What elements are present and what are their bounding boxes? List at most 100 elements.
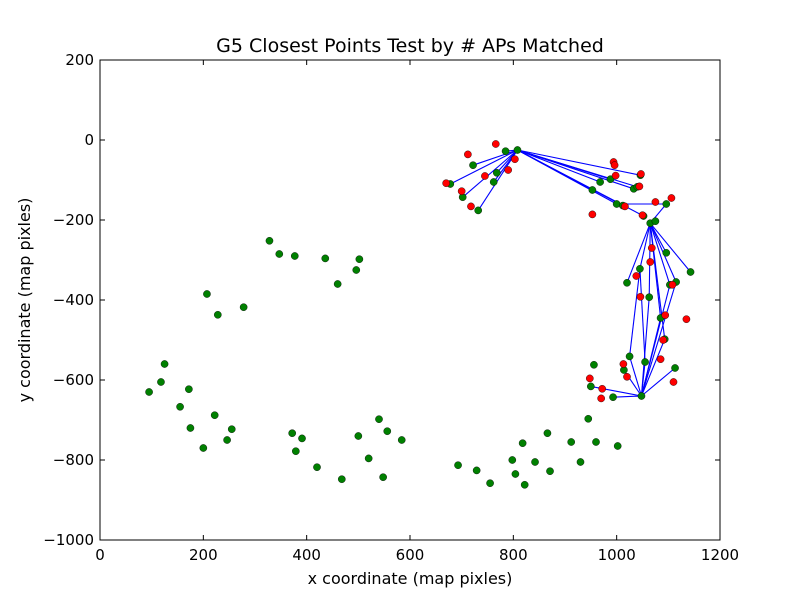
green-point [298,434,306,443]
green-point [609,393,617,402]
green-point [686,268,695,276]
match-line [626,223,651,283]
x-tick-label: 1200 [701,546,739,564]
green-point [651,217,660,225]
match-line [640,281,677,397]
data-points [145,140,695,489]
green-point [354,432,363,440]
green-point [606,175,615,183]
red-point [586,374,594,383]
y-tick-label: 0 [84,131,94,149]
match-line [641,367,676,397]
match-line [640,338,666,397]
match-line [517,149,641,176]
green-point [613,442,622,450]
green-point [623,278,631,287]
green-point [176,402,184,411]
red-point [656,355,665,364]
y-tick-label: −200 [53,211,94,229]
match-line [639,223,651,269]
green-point [379,473,387,482]
y-tick-label: −1000 [43,531,94,549]
x-tick-label: 800 [499,546,528,564]
green-point [275,250,284,258]
red-point [504,166,512,174]
green-point [472,466,481,475]
red-point [659,336,667,344]
match-line [613,395,642,398]
match-line [517,149,638,188]
green-point [518,439,527,448]
green-point [546,467,554,476]
y-tick-label: 200 [65,51,94,69]
green-point [543,429,552,438]
y-tick-label: −600 [53,371,94,389]
chart-title: G5 Closest Points Test by # APs Matched [216,35,604,57]
red-point [464,150,472,159]
match-line [477,149,518,211]
green-point [469,161,477,169]
green-point [186,424,195,432]
red-point [588,210,597,219]
green-point [596,178,604,186]
green-point [520,480,529,489]
green-point [641,358,649,366]
green-point [355,255,364,264]
match-line [649,222,691,273]
green-point [662,200,671,208]
match-line [629,356,642,397]
green-point [157,378,165,386]
green-point [185,385,193,394]
red-point [667,194,676,202]
green-point [567,438,576,446]
green-point [223,436,231,444]
red-point [623,372,631,381]
green-point [662,248,671,257]
green-point [213,310,222,319]
green-point [584,414,593,423]
x-tick-label: 1000 [598,546,636,564]
red-point [457,187,466,195]
green-point [333,280,342,288]
green-point [397,436,406,444]
green-point [489,178,498,186]
green-point [587,382,595,391]
y-tick-label: −400 [53,291,94,309]
x-axis: 0 200 400 600 800 1000 1200 [95,60,739,564]
match-line [640,317,662,397]
red-point [638,211,647,219]
red-point [637,170,645,178]
green-point [290,252,299,260]
red-point [611,171,620,180]
green-point [292,447,300,456]
x-tick-label: 600 [396,546,425,564]
green-point [352,266,361,274]
green-point [203,290,211,298]
red-point [491,140,500,148]
green-point [265,236,274,245]
green-point [513,146,522,154]
y-tick-label: −800 [53,451,94,469]
red-point [511,155,519,163]
x-axis-label: x coordinate (map pixles) [308,569,513,588]
green-point [313,463,321,472]
green-point [637,392,646,400]
red-point [481,172,489,180]
red-point [682,315,691,324]
match-line [493,149,518,183]
green-point [492,168,501,177]
green-point [671,364,679,372]
green-point [636,264,644,273]
green-point [590,360,598,369]
y-axis: −1000 −800 −600 −400 −200 0 200 [43,51,720,549]
red-point [467,202,475,211]
y-axis-label: y coordinate (map pixles) [15,198,34,403]
red-point [610,161,619,169]
red-point [636,292,645,301]
red-point [646,258,655,266]
x-tick-label: 200 [189,546,218,564]
green-point [337,475,346,484]
match-line [649,223,671,285]
green-point [364,454,373,463]
green-point [321,254,330,263]
